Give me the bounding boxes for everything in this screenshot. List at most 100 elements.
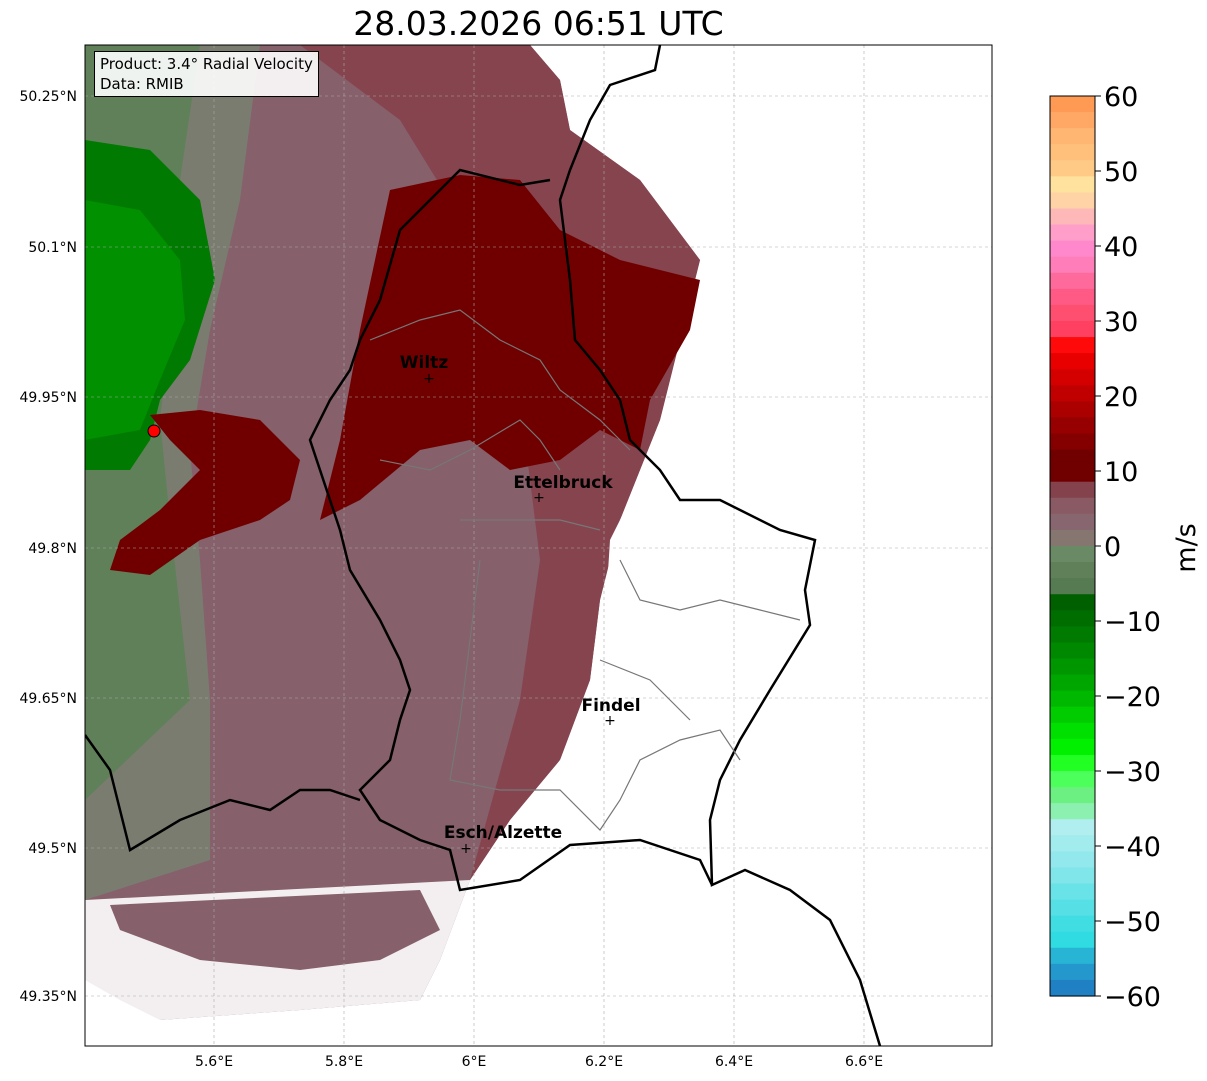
colorbar-band <box>1050 497 1095 515</box>
colorbar-band <box>1050 819 1095 836</box>
colorbar-band <box>1050 787 1095 804</box>
colorbar-band <box>1050 835 1095 852</box>
colorbar-band <box>1050 465 1095 483</box>
colorbar-band <box>1050 417 1095 435</box>
colorbar-band <box>1050 947 1095 965</box>
colorbar-band <box>1050 401 1095 419</box>
lon-tick: 6.4°E <box>715 1054 753 1070</box>
colorbar-tick: −10 <box>1104 607 1161 638</box>
city-findel: + Findel <box>581 696 640 729</box>
lat-tick: 50.1°N <box>28 240 77 256</box>
lon-tick: 6.6°E <box>845 1054 883 1070</box>
colorbar-band <box>1050 915 1095 933</box>
city-marker-icon: + <box>460 841 472 857</box>
colorbar-band <box>1050 867 1095 885</box>
colorbar-band <box>1050 433 1095 451</box>
colorbar-band <box>1050 240 1095 258</box>
colorbar-tick: −50 <box>1104 907 1161 938</box>
colorbar-band <box>1050 626 1095 644</box>
colorbar-tick: 10 <box>1104 457 1138 488</box>
lat-tick: 49.35°N <box>19 989 77 1005</box>
colorbar-band <box>1050 610 1095 627</box>
colorbar-band <box>1050 803 1095 820</box>
colorbar-tick: −30 <box>1104 757 1161 788</box>
colorbar-band <box>1050 321 1095 338</box>
city-label: Esch/Alzette <box>444 823 562 843</box>
velocity-area-maroon-west <box>110 410 300 575</box>
city-marker-icon: + <box>533 490 545 506</box>
country-border <box>558 45 882 1046</box>
lat-axis: 50.25°N 50.1°N 49.95°N 49.8°N 49.65°N 49… <box>19 89 77 1005</box>
lon-tick: 6.2°E <box>585 1054 623 1070</box>
colorbar-band <box>1050 513 1095 531</box>
colorbar-band <box>1050 529 1095 547</box>
colorbar-band <box>1050 272 1095 290</box>
colorbar-band <box>1050 562 1095 579</box>
radar-site-marker <box>147 424 161 438</box>
colorbar-band <box>1050 674 1095 692</box>
colorbar-band <box>1050 208 1095 226</box>
colorbar-band <box>1050 546 1095 563</box>
colorbar-band <box>1050 112 1095 129</box>
colorbar-band <box>1050 288 1095 306</box>
colorbar-tick: 50 <box>1104 157 1138 188</box>
colorbar-band <box>1050 96 1095 113</box>
colorbar-ticks: 60 50 40 30 20 10 0 −10 −20 −30 −40 −50 … <box>1104 82 1161 1013</box>
lon-axis: 5.6°E 5.8°E 6°E 6.2°E 6.4°E 6.6°E <box>195 1054 883 1070</box>
lat-tick: 49.95°N <box>19 390 77 406</box>
canton-border <box>369 309 801 831</box>
product-label: Product: 3.4° Radial Velocity <box>100 55 313 73</box>
colorbar-tick: −40 <box>1104 832 1161 863</box>
colorbar-band <box>1050 706 1095 724</box>
colorbar-band <box>1050 449 1095 467</box>
colorbar-tick: −20 <box>1104 682 1161 713</box>
lon-tick: 6°E <box>462 1054 487 1070</box>
colorbar-tick: 60 <box>1104 82 1138 113</box>
colorbar-band <box>1050 160 1095 177</box>
lon-tick: 5.6°E <box>195 1054 233 1070</box>
lat-tick: 49.8°N <box>28 541 77 557</box>
info-box: Product: 3.4° Radial Velocity Data: RMIB <box>94 51 319 97</box>
colorbar-band <box>1050 128 1095 145</box>
colorbar-band <box>1050 594 1095 611</box>
colorbar-band <box>1050 369 1095 386</box>
lon-tick: 5.8°E <box>325 1054 363 1070</box>
colorbar-band <box>1050 738 1095 756</box>
velocity-area-maroon-east <box>320 175 700 520</box>
colorbar-band <box>1050 578 1095 595</box>
colorbar-band <box>1050 353 1095 370</box>
colorbar-tick: 0 <box>1104 532 1121 563</box>
colorbar-band <box>1050 931 1095 949</box>
lat-tick: 50.25°N <box>19 89 77 105</box>
colorbar-band <box>1050 256 1095 274</box>
country-border <box>308 168 714 892</box>
colorbar-band <box>1050 658 1095 676</box>
city-esch-alzette: + Esch/Alzette <box>444 823 562 857</box>
city-label: Wiltz <box>400 353 449 373</box>
colorbar-tick: 30 <box>1104 307 1138 338</box>
city-marker-icon: + <box>604 713 616 729</box>
colorbar-band <box>1050 224 1095 242</box>
colorbar-band <box>1050 176 1095 194</box>
country-border <box>85 734 361 852</box>
colorbar-tick: −60 <box>1104 982 1161 1013</box>
lat-tick: 49.5°N <box>28 841 77 857</box>
colorbar-band <box>1050 304 1095 322</box>
lat-tick: 49.65°N <box>19 691 77 707</box>
city-wiltz: + Wiltz <box>400 353 449 387</box>
city-label: Ettelbruck <box>513 473 613 493</box>
colorbar-band <box>1050 385 1095 402</box>
colorbar-band <box>1050 722 1095 740</box>
city-marker-icon: + <box>423 371 435 387</box>
colorbar-band <box>1050 754 1095 772</box>
colorbar-band <box>1050 481 1095 499</box>
colorbar-band <box>1050 337 1095 354</box>
radar-field <box>85 45 992 1046</box>
data-source-label: Data: RMIB <box>100 75 184 93</box>
city-ettelbruck: + Ettelbruck <box>513 473 613 506</box>
city-label: Findel <box>581 696 640 716</box>
colorbar-band <box>1050 899 1095 917</box>
map-title: 28.03.2026 06:51 UTC <box>353 4 724 43</box>
colorbar-tick: 40 <box>1104 232 1138 263</box>
